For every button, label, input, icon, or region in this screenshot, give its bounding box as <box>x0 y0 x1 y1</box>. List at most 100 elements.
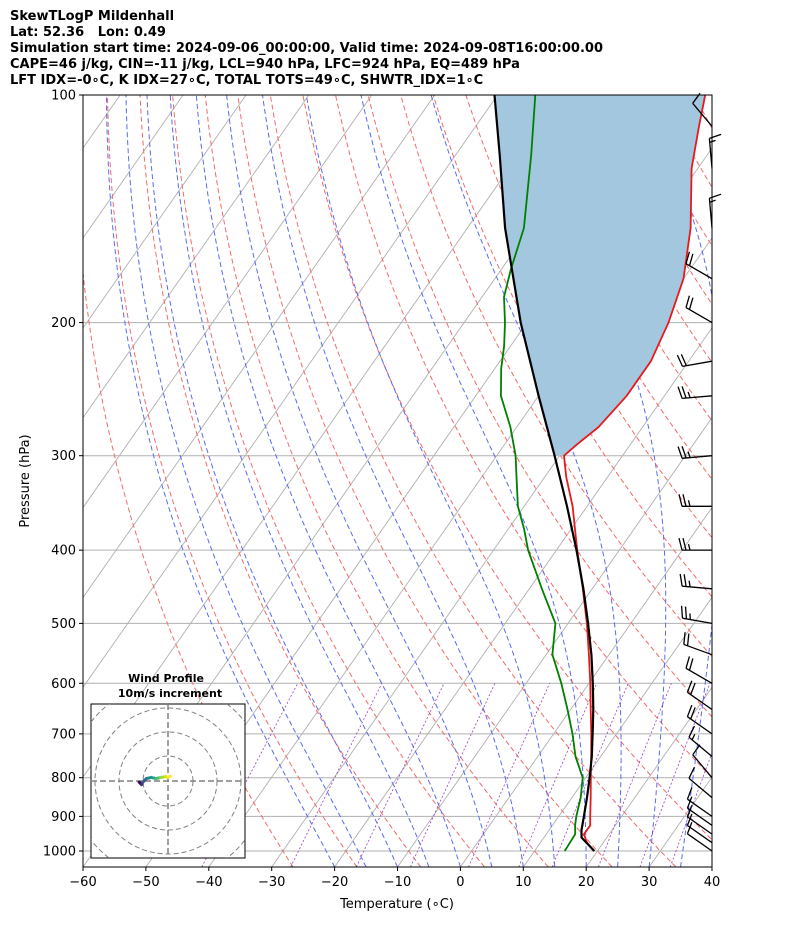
isotherm <box>271 237 712 867</box>
barb-staff <box>685 263 713 280</box>
y-tick-label: 500 <box>51 617 76 632</box>
barb-staff <box>692 754 713 779</box>
barb-staff <box>692 102 713 127</box>
barb-staff <box>687 798 713 817</box>
barb-flag <box>676 354 684 367</box>
barb-half-flag <box>688 580 691 587</box>
dry-adiabat <box>83 268 294 867</box>
hodograph-trace <box>166 774 172 779</box>
y-tick-label: 1000 <box>43 844 76 859</box>
barb-staff <box>685 307 713 324</box>
isotherm <box>83 95 184 239</box>
x-tick-label: 0 <box>456 875 464 890</box>
barb-staff <box>687 716 713 735</box>
hodograph-subtitle: 10m/s increment <box>118 687 222 700</box>
barb-staff <box>685 667 713 684</box>
moist-adiabat <box>106 95 336 867</box>
barb-staff <box>682 585 713 590</box>
dry-adiabat <box>269 95 677 867</box>
wind-barb <box>686 805 713 835</box>
x-axis-label: Temperature (∘C) <box>339 897 454 912</box>
dry-adiabat <box>139 95 422 867</box>
moist-adiabat <box>195 95 461 867</box>
wind-barb <box>686 796 713 826</box>
x-tick-label: −20 <box>321 875 348 890</box>
time-line: Simulation start time: 2024-09-06_00:00:… <box>10 41 603 56</box>
x-tick-label: 10 <box>515 875 532 890</box>
wind-barb <box>692 92 713 127</box>
y-tick-label: 900 <box>51 810 76 825</box>
barb-flag <box>684 606 688 619</box>
barb-flag <box>685 251 691 264</box>
wind-barb <box>708 133 722 169</box>
barb-flag <box>709 133 722 140</box>
x-tick-label: −40 <box>195 875 222 890</box>
barb-half-flag <box>687 391 691 398</box>
wind-barb <box>685 656 713 684</box>
barb-staff <box>682 617 713 625</box>
y-axis-label: Pressure (hPa) <box>18 434 33 527</box>
wind-barb <box>680 605 713 625</box>
barb-staff <box>683 643 713 656</box>
barb-half-flag <box>691 733 696 741</box>
mixing-ratio-line <box>468 683 550 867</box>
barb-half-flag <box>709 139 716 144</box>
x-tick-label: −10 <box>384 875 411 890</box>
dry-adiabat <box>727 95 794 867</box>
wind-barb <box>677 446 713 459</box>
barb-half-flag <box>709 199 716 203</box>
location-line: Lat: 52.36 Lon: 0.49 <box>10 25 166 40</box>
barb-flag <box>688 253 694 266</box>
barb-flag <box>678 537 683 551</box>
barb-staff <box>682 455 713 459</box>
x-tick-label: 30 <box>641 875 658 890</box>
background-lines <box>83 95 794 867</box>
mixing-ratio-line <box>290 683 383 867</box>
isotherm <box>397 416 712 867</box>
hodograph-title: Wind Profile <box>128 672 204 685</box>
dry-adiabat <box>106 95 358 867</box>
isotherm <box>83 95 310 419</box>
dry-adiabat <box>759 95 794 867</box>
barb-half-flag <box>687 451 691 458</box>
barb-staff <box>688 736 713 757</box>
barb-flag <box>686 633 690 646</box>
wind-barb <box>685 251 713 280</box>
mixing-ratio-line <box>669 751 712 867</box>
barb-staff <box>687 833 713 852</box>
isotherm <box>83 95 498 689</box>
moist-adiabat <box>125 95 367 867</box>
y-tick-label: 700 <box>51 727 76 742</box>
barb-flag <box>680 354 687 366</box>
moist-adiabat <box>226 95 493 867</box>
wind-barb <box>686 787 713 817</box>
barb-flag <box>688 297 694 310</box>
barb-flag <box>690 707 696 720</box>
mixing-ratio-line <box>639 683 711 867</box>
hodograph-body <box>91 704 245 858</box>
dry-adiabat <box>335 95 712 779</box>
barb-flag <box>686 787 693 800</box>
y-tick-label: 800 <box>51 771 76 786</box>
moist-adiabat <box>360 95 587 867</box>
barb-flag <box>688 766 696 779</box>
wind-barb <box>686 813 713 844</box>
barb-staff <box>688 777 713 799</box>
barb-flag <box>709 193 722 199</box>
isotherm <box>585 686 712 867</box>
barb-half-flag <box>687 543 691 551</box>
isotherm <box>711 866 712 867</box>
barb-flag <box>678 494 683 507</box>
dry-adiabat <box>302 95 712 841</box>
moist-adiabat <box>711 863 712 867</box>
x-tick-label: −50 <box>132 875 159 890</box>
barb-staff <box>687 807 713 826</box>
barb-flag <box>682 537 687 551</box>
barb-flag <box>692 744 701 756</box>
barb-flag <box>686 704 693 717</box>
y-tick-label: 300 <box>51 449 76 464</box>
wind-barb <box>688 766 713 799</box>
isotherm <box>83 95 436 599</box>
barb-flag <box>686 822 693 835</box>
